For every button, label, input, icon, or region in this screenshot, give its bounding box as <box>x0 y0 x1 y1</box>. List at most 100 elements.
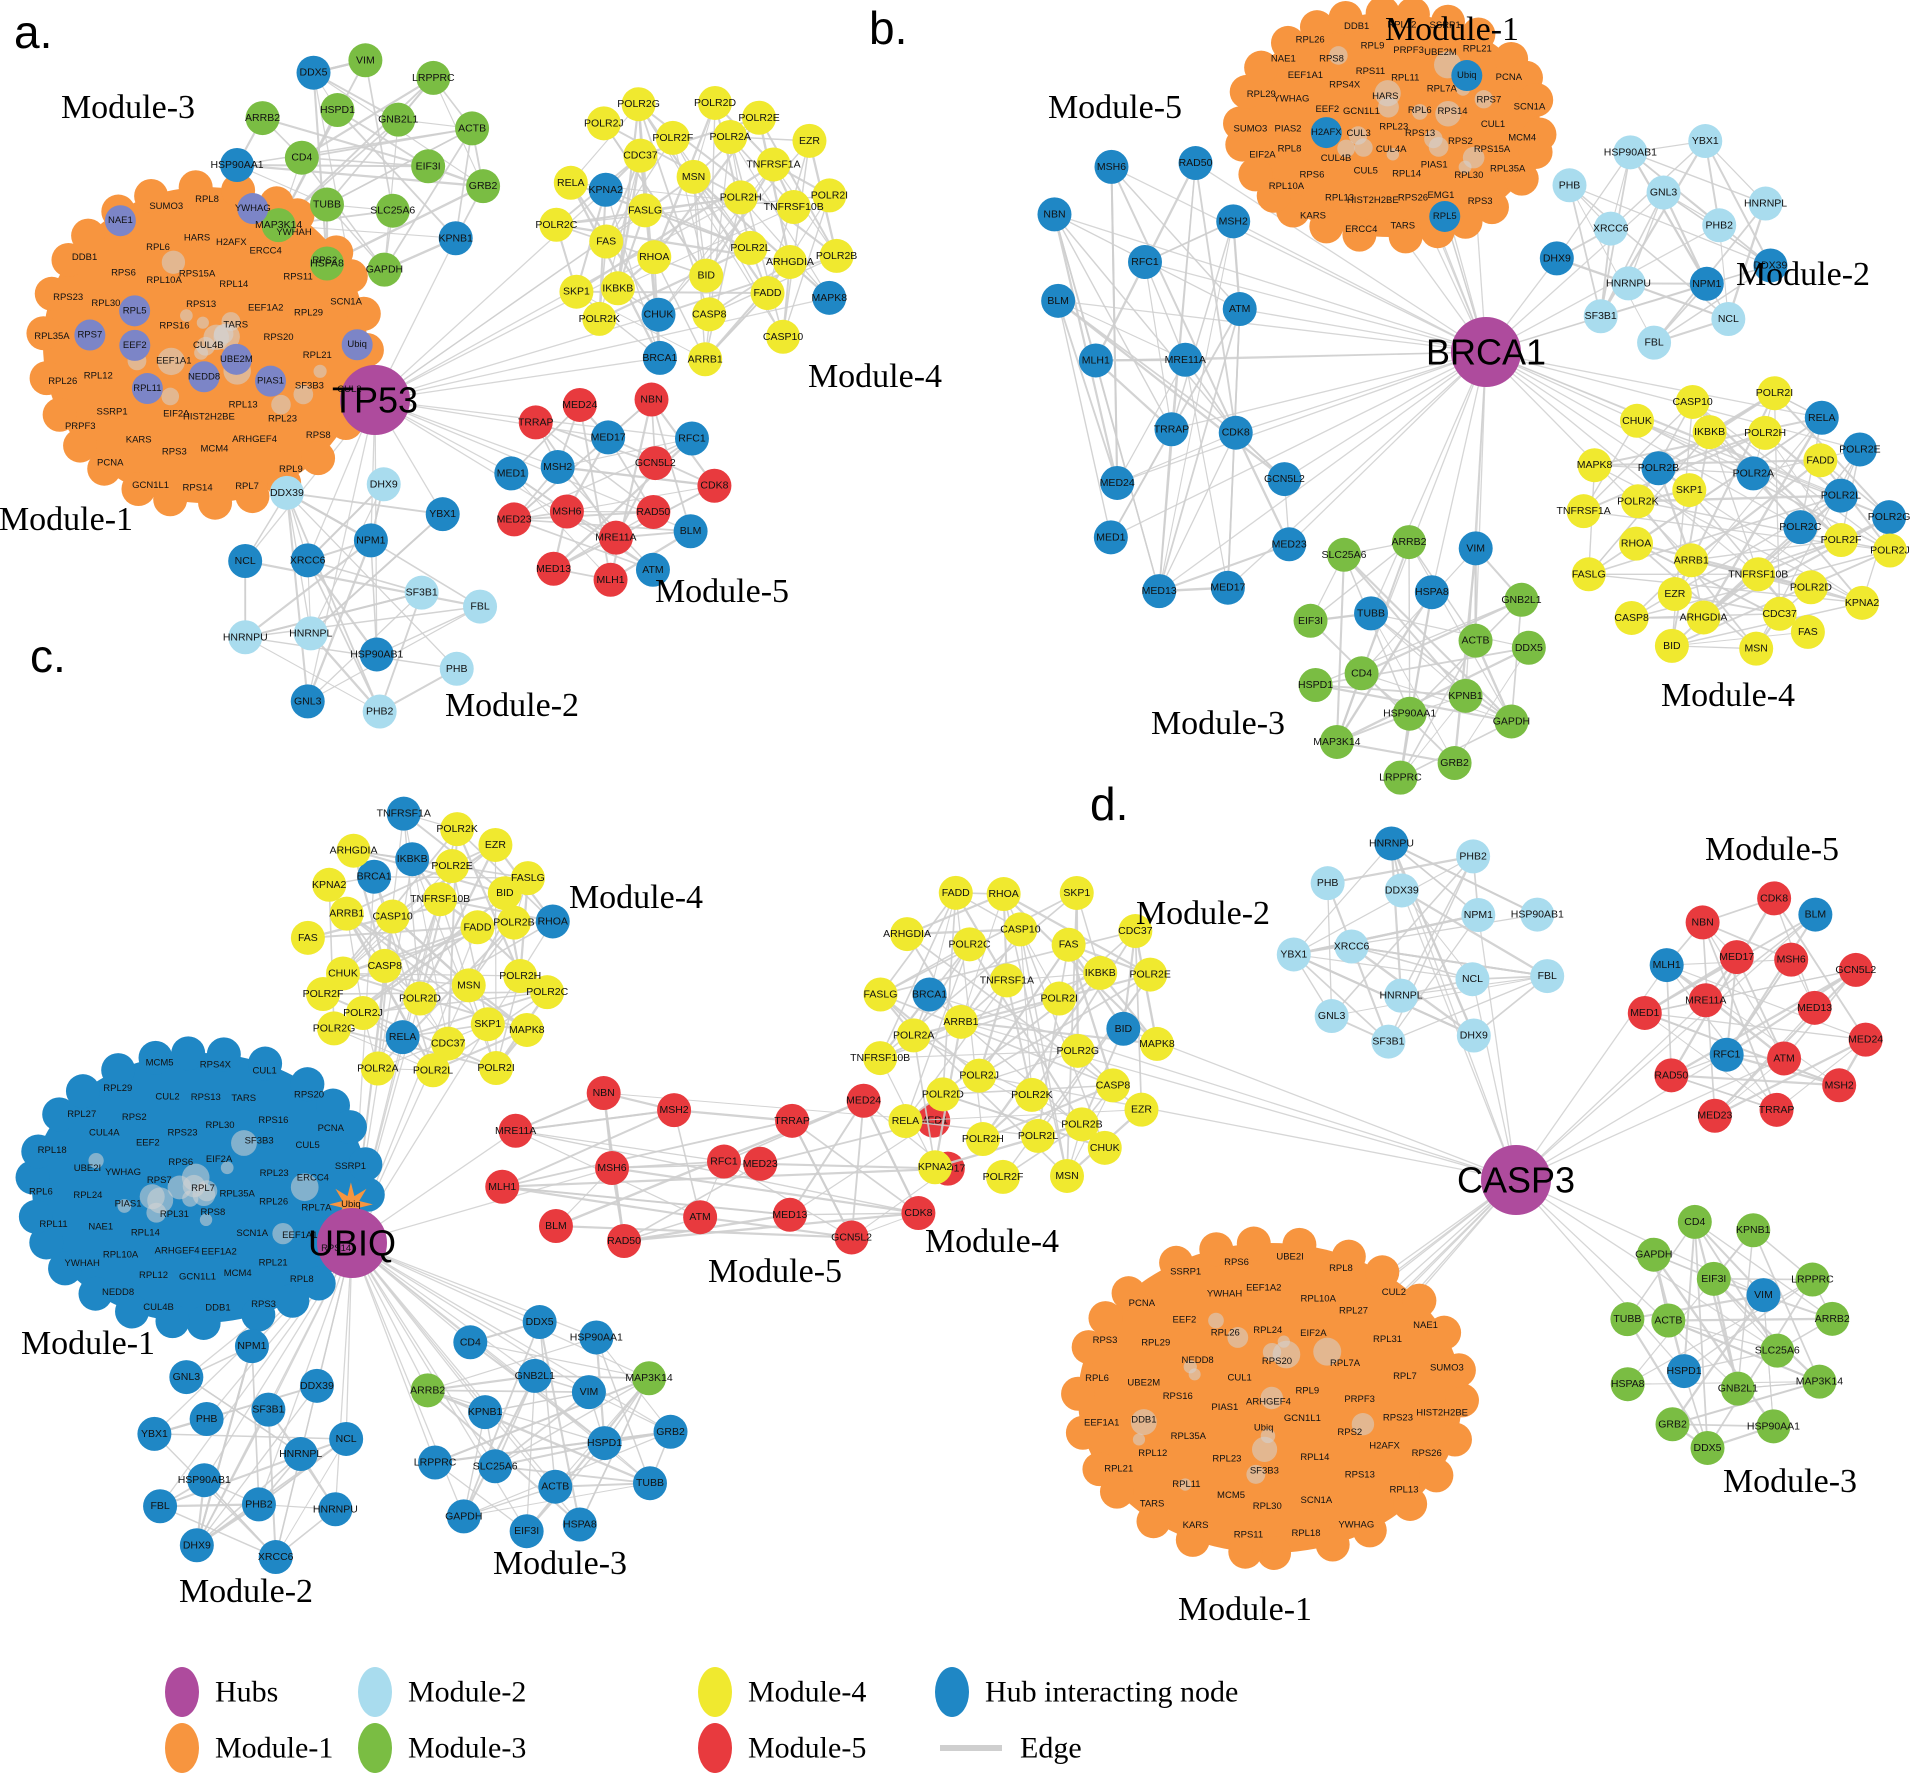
node-POLR2F[interactable] <box>1824 523 1859 558</box>
node-DDX39[interactable] <box>269 475 304 510</box>
hub-node-casp3[interactable] <box>1481 1145 1551 1215</box>
node-ARRB1[interactable] <box>329 896 364 931</box>
node-RHOA[interactable] <box>986 877 1021 912</box>
node-BLM[interactable] <box>673 514 708 549</box>
node-POLR2B[interactable] <box>1064 1107 1099 1142</box>
node-POLR2G[interactable] <box>317 1011 352 1046</box>
node-CASP10[interactable] <box>375 899 410 934</box>
node-ACTB[interactable] <box>538 1469 573 1504</box>
node-H2AFX[interactable] <box>1310 117 1342 149</box>
hub-node-tp53[interactable] <box>340 365 410 435</box>
node-SKP1[interactable] <box>470 1007 505 1042</box>
node-MSH2[interactable] <box>540 449 575 484</box>
node-GAPDH[interactable] <box>367 252 402 287</box>
node-ATM[interactable] <box>1222 292 1257 327</box>
node-GCN5L2[interactable] <box>1838 952 1873 987</box>
node-HSPD1[interactable] <box>587 1426 622 1461</box>
node-HSPD1[interactable] <box>1667 1354 1702 1389</box>
node-EIF3I[interactable] <box>1293 603 1328 638</box>
node-CASP8[interactable] <box>1614 600 1649 635</box>
node-CASP8[interactable] <box>692 297 727 332</box>
node-FAS[interactable] <box>1790 614 1825 649</box>
node-XRCC6[interactable] <box>1593 211 1628 246</box>
node-RELA[interactable] <box>1804 400 1839 435</box>
node-PHB[interactable] <box>189 1402 224 1437</box>
node-ATM[interactable] <box>635 552 670 587</box>
node-BLM[interactable] <box>1041 283 1076 318</box>
hub-node-brca1[interactable] <box>1451 317 1521 387</box>
node-BID[interactable] <box>689 258 724 293</box>
node-TUBB[interactable] <box>632 1466 667 1501</box>
node-BRCA1[interactable] <box>642 340 677 375</box>
node-MLH1[interactable] <box>485 1169 520 1204</box>
node-POLR2L[interactable] <box>1020 1118 1055 1153</box>
node-RPL11[interactable] <box>131 373 163 405</box>
node-PHB[interactable] <box>1552 168 1587 203</box>
node-NEDD8[interactable] <box>188 361 220 393</box>
node-POLR2G[interactable] <box>621 87 656 122</box>
node-MSN[interactable] <box>676 159 711 194</box>
node-YBX1[interactable] <box>137 1416 172 1451</box>
node-RPL5[interactable] <box>1429 200 1461 232</box>
node-TNFRSF10B[interactable] <box>776 190 811 225</box>
node-SKP1[interactable] <box>1672 473 1707 508</box>
node-MLH1[interactable] <box>1078 343 1113 378</box>
node-GAPDH[interactable] <box>1494 704 1529 739</box>
node-MLH1[interactable] <box>593 562 628 597</box>
node-NBN[interactable] <box>1685 905 1720 940</box>
node-TNFRSF1A[interactable] <box>386 796 421 831</box>
node-Ubiq[interactable] <box>341 329 373 361</box>
node-POLR2B[interactable] <box>819 238 854 273</box>
node-CDK8[interactable] <box>1757 881 1792 916</box>
node-MED17[interactable] <box>1719 940 1754 975</box>
node-ATM[interactable] <box>1767 1041 1802 1076</box>
node-FADD[interactable] <box>938 875 973 910</box>
node-MED23[interactable] <box>497 502 532 537</box>
node-KPNB1[interactable] <box>1448 678 1483 713</box>
node-FAS[interactable] <box>1051 927 1086 962</box>
node-HNRNPL[interactable] <box>283 1437 318 1472</box>
node-DDX5[interactable] <box>1690 1430 1725 1465</box>
node-PHB2[interactable] <box>1702 208 1737 243</box>
node-CDC37[interactable] <box>431 1026 466 1061</box>
node-UBE2M[interactable] <box>220 343 252 375</box>
node-TNFRSF10B[interactable] <box>1741 557 1776 592</box>
node-MAP3K14[interactable] <box>1319 724 1354 759</box>
node-ARRB2[interactable] <box>245 101 280 136</box>
node-KPNA2[interactable] <box>918 1150 953 1185</box>
node-POLR2H[interactable] <box>503 958 538 993</box>
node-POLR2C[interactable] <box>952 927 987 962</box>
node-IKBKB[interactable] <box>600 271 635 306</box>
node-DDX39[interactable] <box>1753 248 1788 283</box>
node-TRRAP[interactable] <box>775 1103 810 1138</box>
node-POLR2C[interactable] <box>539 207 574 242</box>
node-POLR2D[interactable] <box>698 85 733 120</box>
node-MAP3K14[interactable] <box>261 208 296 243</box>
node-CHUK[interactable] <box>1087 1130 1122 1165</box>
node-PHB2[interactable] <box>241 1487 276 1522</box>
node-XRCC6[interactable] <box>1334 929 1369 964</box>
node-HSPA8[interactable] <box>1414 575 1449 610</box>
node-POLR2J[interactable] <box>345 996 380 1031</box>
node-HNRNPU[interactable] <box>1374 826 1409 861</box>
node-IKBKB[interactable] <box>395 842 430 877</box>
node-GNB2L1[interactable] <box>381 102 416 137</box>
node-GRB2[interactable] <box>466 169 501 204</box>
node-GCN5L2[interactable] <box>834 1220 869 1255</box>
node-MED24[interactable] <box>562 387 597 422</box>
node-MSN[interactable] <box>1050 1158 1085 1193</box>
node-POLR2F[interactable] <box>655 120 690 155</box>
node-BID[interactable] <box>1106 1011 1141 1046</box>
node-MSH6[interactable] <box>1094 149 1129 184</box>
hub-node-ubiq[interactable] <box>317 1208 387 1278</box>
node-MAPK8[interactable] <box>812 280 847 315</box>
node-CDK8[interactable] <box>901 1196 936 1231</box>
node-FAS[interactable] <box>290 920 325 955</box>
node-MRE11A[interactable] <box>598 520 633 555</box>
node-POLR2H[interactable] <box>1748 415 1783 450</box>
node-GNB2L1[interactable] <box>517 1358 552 1393</box>
node-CDC37[interactable] <box>623 138 658 173</box>
node-TRRAP[interactable] <box>1154 412 1189 447</box>
node-KPNA2[interactable] <box>1845 585 1880 620</box>
node-EIF3I[interactable] <box>509 1514 544 1549</box>
